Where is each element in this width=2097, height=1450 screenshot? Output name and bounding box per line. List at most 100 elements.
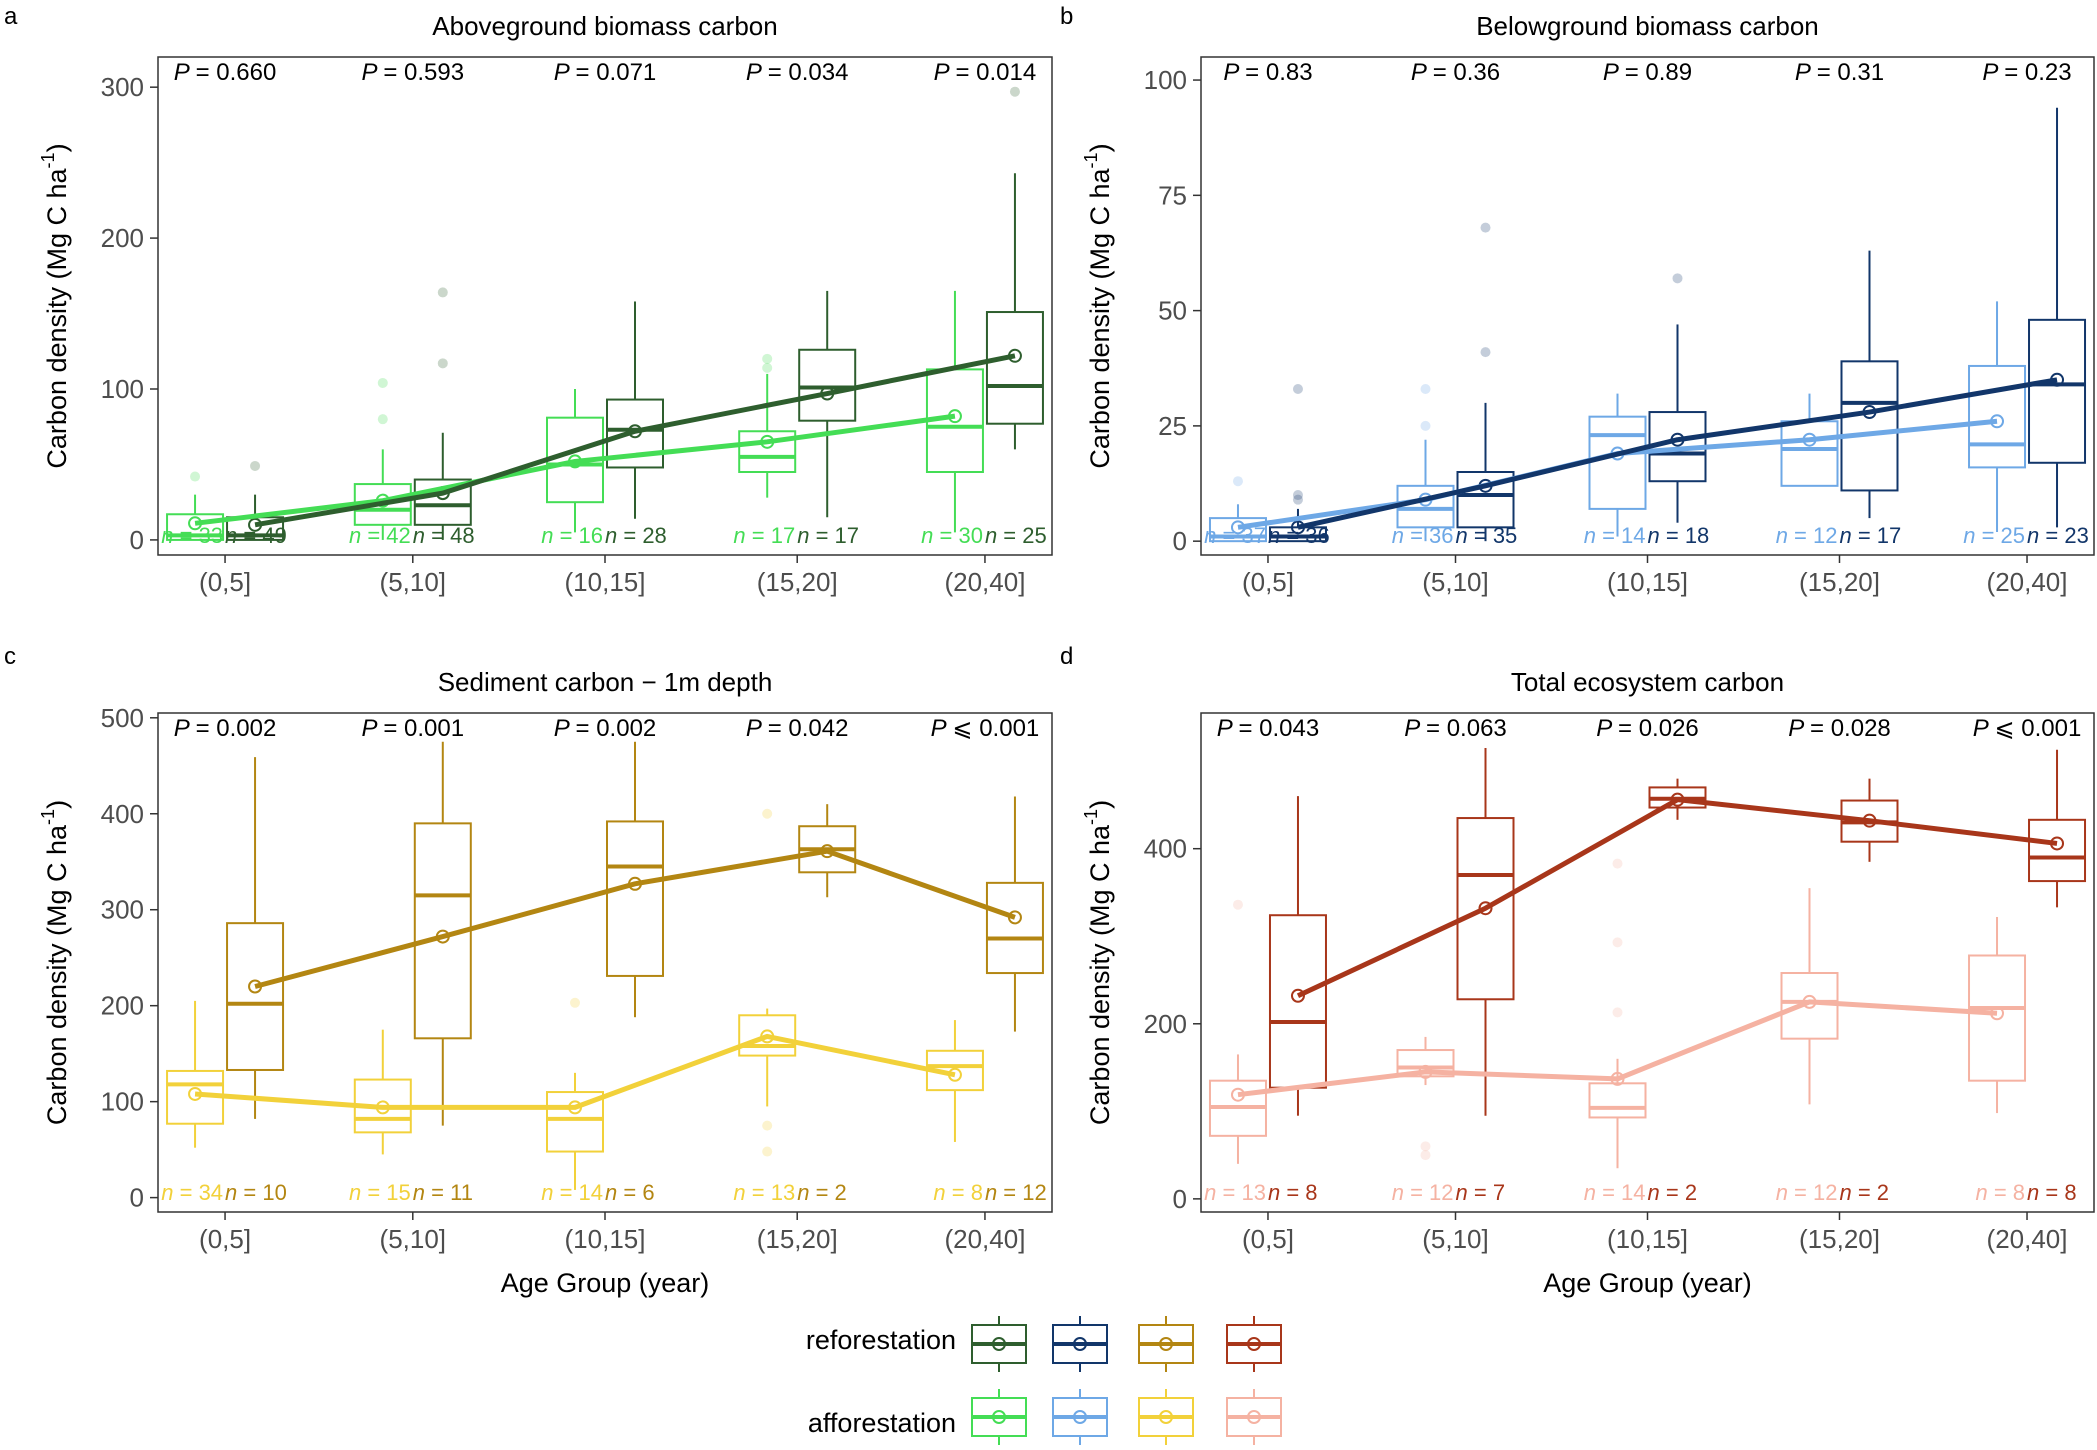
n-symbol: n: [1392, 523, 1404, 548]
n-label: n = 11: [413, 1180, 473, 1205]
x-tick-label: (15,20]: [1799, 567, 1880, 597]
box-body: [166, 513, 225, 541]
x-tick-label: (0,5]: [199, 567, 251, 597]
n-symbol: n: [1776, 1180, 1788, 1205]
p-value-label: P = 0.36: [1411, 59, 1500, 86]
y-tick-label: 50: [1158, 296, 1187, 326]
panel-title: Total ecosystem carbon: [1511, 667, 1784, 697]
outlier-point: [1232, 476, 1243, 487]
outlier-point: [1232, 899, 1243, 910]
p-value-label: P = 0.89: [1603, 59, 1692, 86]
n-symbol: n: [1392, 1180, 1404, 1205]
x-axis-label: Age Group (year): [501, 1268, 710, 1298]
panel-c: c Sediment carbon − 1m depth 0 100 200 300 400…: [4, 643, 1053, 1298]
n-symbol: n: [985, 523, 997, 548]
box-reforestation: [985, 796, 1044, 1032]
y-axis-label-sup: -1: [1081, 809, 1101, 825]
outlier-point: [1420, 420, 1431, 431]
outlier-point: [1480, 222, 1491, 233]
y-tick-label: 75: [1158, 180, 1187, 210]
legend-key-reforestation: [1138, 1316, 1194, 1372]
n-label: n = 37: [1204, 523, 1266, 548]
y-axis-label-close: ): [42, 800, 72, 809]
box-reforestation: [2028, 107, 2087, 528]
outlier-point: [1292, 490, 1303, 501]
legend-key-mean: [1073, 1337, 1087, 1351]
legend-key-mean: [1247, 1337, 1261, 1351]
box-body: [1588, 1082, 1647, 1119]
y-axis-label-sup: -1: [38, 152, 58, 168]
p-value-label: P = 0.043: [1217, 715, 1320, 742]
p-symbol: P: [1795, 59, 1817, 86]
panel-border: [1200, 56, 2095, 556]
outlier-point: [762, 1146, 773, 1157]
box-afforestation: [1208, 476, 1267, 543]
n-symbol: n: [413, 523, 425, 548]
n-symbol: n: [1584, 1180, 1596, 1205]
x-tick-label: (20,40]: [944, 567, 1025, 597]
y-tick-label: 100: [1144, 65, 1187, 95]
n-symbol: n: [1648, 523, 1660, 548]
n-symbol: n: [1584, 523, 1596, 548]
p-value-label: P ⩽ 0.001: [1973, 715, 2082, 742]
n-label: n = 2: [1648, 1180, 1698, 1205]
legend-label-reforestation: reforestation: [806, 1325, 956, 1355]
y-tick-label: 400: [101, 799, 144, 829]
p-value-label: P = 0.034: [746, 59, 849, 86]
panel-a: a Aboveground biomass carbon 0 100 200 300 (0,…: [4, 3, 1053, 597]
y-axis-label: Carbon density (Mg C ha-1): [38, 143, 72, 468]
p-value-label: P = 0.014: [934, 59, 1037, 86]
box-reforestation: [1840, 250, 1899, 519]
trend-line-afforestation: [1237, 999, 1998, 1098]
y-tick-label: 400: [1144, 834, 1187, 864]
box-body: [226, 922, 285, 1071]
box-reforestation: [1268, 384, 1327, 543]
p-symbol: P: [1404, 715, 1426, 742]
p-value-label: P ⩽ 0.001: [931, 715, 1040, 742]
p-symbol: P: [1596, 715, 1618, 742]
n-label: n = 13: [733, 1180, 795, 1205]
n-symbol: n: [797, 523, 809, 548]
n-symbol: n: [1456, 523, 1468, 548]
box-body: [2028, 818, 2087, 883]
n-symbol: n: [1268, 1180, 1280, 1205]
p-symbol: P: [934, 59, 956, 86]
y-tick-label: 0: [130, 525, 144, 555]
legend-key-mean: [992, 1410, 1006, 1424]
n-label: n = 12: [1776, 523, 1838, 548]
panel-title: Aboveground biomass carbon: [432, 11, 777, 41]
n-symbol: n: [1204, 523, 1216, 548]
p-value-label: P = 0.026: [1596, 715, 1699, 742]
y-tick-label: 100: [101, 374, 144, 404]
n-symbol: n: [1839, 1180, 1851, 1205]
y-axis-label-sup: -1: [38, 809, 58, 825]
n-label: n = 33: [161, 523, 223, 548]
n-label: n = 8: [1268, 1180, 1318, 1205]
n-label: n = 48: [413, 523, 475, 548]
legend: reforestation afforestation: [806, 1316, 1282, 1445]
p-symbol: P: [1982, 59, 2004, 86]
legend-key-mean: [1159, 1337, 1173, 1351]
x-tick-label: (5,10]: [1422, 1224, 1489, 1254]
x-tick-label: (10,15]: [565, 567, 646, 597]
p-value-label: P = 0.31: [1795, 59, 1884, 86]
box-body: [798, 348, 857, 422]
outlier-point: [190, 471, 201, 482]
n-symbol: n: [797, 1180, 809, 1205]
outlier-point: [1292, 384, 1303, 394]
legend-key-reforestation: [1226, 1316, 1282, 1372]
box-mean: [1478, 901, 1493, 916]
panel-b: b Belowground biomass carbon 0 25 50 75 100 (0,…: [1060, 3, 2095, 597]
legend-key-afforestation: [1226, 1389, 1282, 1445]
x-tick-label: (15,20]: [1799, 1224, 1880, 1254]
outlier-point: [437, 358, 448, 369]
y-axis-label: Carbon density (Mg C ha-1): [1081, 800, 1115, 1125]
x-tick-label: (5,10]: [380, 567, 447, 597]
n-label: n = 15: [349, 1180, 411, 1205]
n-label: n = 14: [1584, 1180, 1646, 1205]
box-body: [1396, 1049, 1455, 1078]
p-value-label: P = 0.001: [362, 715, 465, 742]
box-reforestation: [985, 86, 1044, 450]
p-symbol: P: [174, 59, 196, 86]
box-afforestation: [1968, 916, 2027, 1114]
